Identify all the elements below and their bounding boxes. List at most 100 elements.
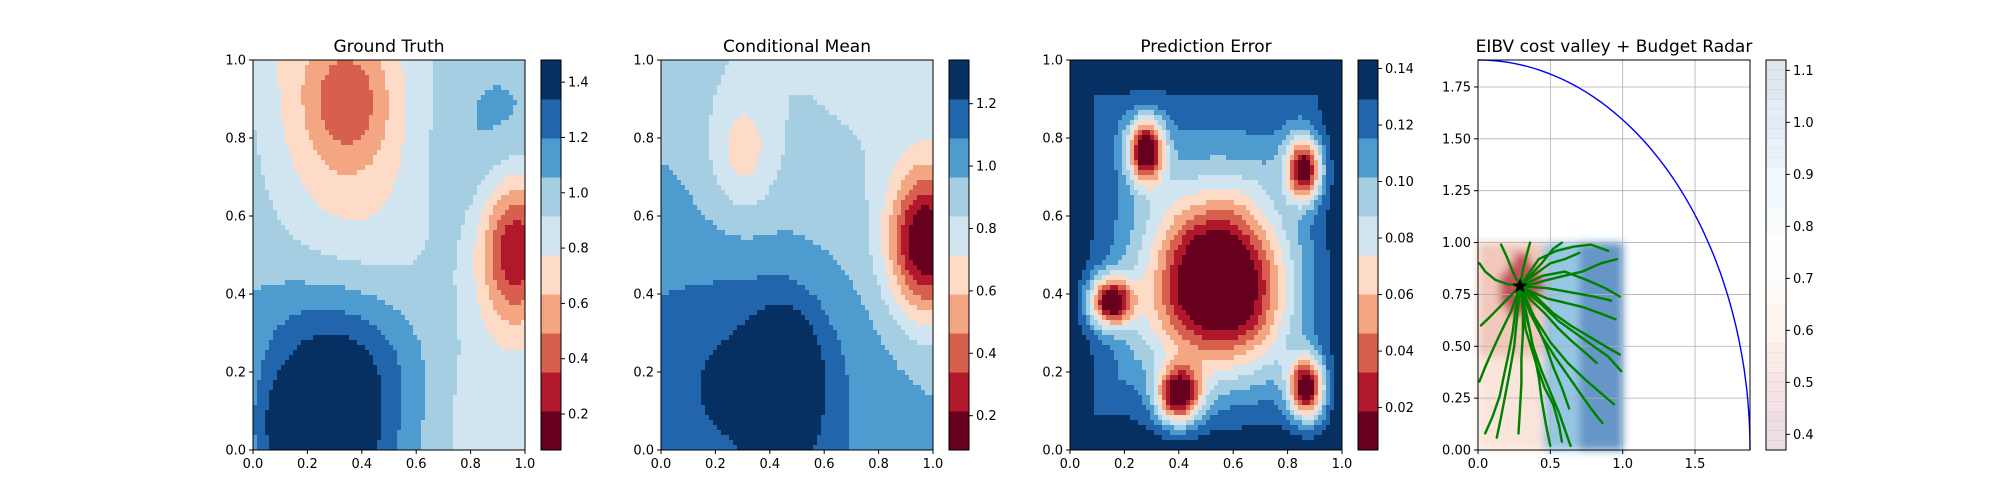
- ground-truth-cell: [409, 375, 414, 381]
- ground-truth-cell: [293, 135, 298, 141]
- ground-truth-cell: [421, 180, 426, 186]
- ground-truth-cell: [373, 220, 378, 226]
- ground-truth-cell: [385, 355, 390, 361]
- ground-truth-cell: [285, 350, 290, 356]
- ground-truth-cell: [341, 330, 346, 336]
- ground-truth-cell: [445, 235, 450, 241]
- ground-truth-cell: [361, 185, 366, 191]
- ground-truth-cell: [477, 150, 482, 156]
- ground-truth-cell: [453, 410, 458, 416]
- ground-truth-cell: [289, 195, 294, 201]
- ground-truth-cell: [409, 275, 414, 281]
- ground-truth-cell: [517, 340, 522, 346]
- ground-truth-cell: [465, 345, 470, 351]
- ground-truth-cell: [353, 405, 358, 411]
- ground-truth-cell: [437, 80, 442, 86]
- ground-truth-cell: [381, 135, 386, 141]
- ground-truth-cell: [281, 65, 286, 71]
- ground-truth-cell: [401, 105, 406, 111]
- ground-truth-cell: [293, 380, 298, 386]
- ground-truth-cell: [469, 240, 474, 246]
- ground-truth-cell: [361, 375, 366, 381]
- ground-truth-cell: [273, 90, 278, 96]
- ground-truth-cell: [305, 80, 310, 86]
- ground-truth-cell: [313, 405, 318, 411]
- ground-truth-cell: [369, 70, 374, 76]
- ground-truth-cell: [417, 150, 422, 156]
- ground-truth-cell: [401, 260, 406, 266]
- ground-truth-cell: [361, 135, 366, 141]
- ground-truth-cell: [393, 305, 398, 311]
- ground-truth-cell: [257, 195, 262, 201]
- ground-truth-cell: [413, 365, 418, 371]
- ground-truth-cell: [497, 70, 502, 76]
- ground-truth-cell: [349, 340, 354, 346]
- ground-truth-cell: [293, 245, 298, 251]
- ground-truth-cell: [305, 400, 310, 406]
- ground-truth-cell: [429, 245, 434, 251]
- ground-truth-cell: [317, 185, 322, 191]
- ground-truth-cell: [461, 345, 466, 351]
- ground-truth-cell: [477, 255, 482, 261]
- ground-truth-cell: [493, 230, 498, 236]
- ground-truth-cell: [501, 150, 506, 156]
- ground-truth-cell: [269, 175, 274, 181]
- ground-truth-cell: [433, 375, 438, 381]
- ground-truth-cell: [373, 130, 378, 136]
- ground-truth-cell: [405, 175, 410, 181]
- ground-truth-cell: [365, 375, 370, 381]
- ground-truth-cell: [521, 105, 525, 111]
- ground-truth-cell: [485, 300, 490, 306]
- ground-truth-cell: [461, 310, 466, 316]
- ground-truth-cell: [481, 420, 486, 426]
- ground-truth-cell: [345, 215, 350, 221]
- ground-truth-cell: [385, 420, 390, 426]
- ground-truth-cell: [261, 335, 266, 341]
- ground-truth-cell: [293, 60, 298, 66]
- ground-truth-cell: [473, 340, 478, 346]
- ground-truth-cell: [441, 285, 446, 291]
- ground-truth-cell: [297, 255, 302, 261]
- ground-truth-cell: [505, 160, 510, 166]
- ground-truth-cell: [277, 95, 282, 101]
- ground-truth-cell: [373, 240, 378, 246]
- ground-truth-cell: [397, 80, 402, 86]
- ground-truth-cell: [513, 375, 518, 381]
- ground-truth-cell: [345, 250, 350, 256]
- ground-truth-cell: [437, 390, 442, 396]
- ground-truth-cell: [309, 390, 314, 396]
- ground-truth-cell: [277, 410, 282, 416]
- ground-truth-cell: [441, 145, 446, 151]
- ground-truth-cell: [289, 60, 294, 66]
- ground-truth-cell: [381, 380, 386, 386]
- ground-truth-cell: [485, 320, 490, 326]
- ground-truth-cell: [485, 400, 490, 406]
- ground-truth-cell: [413, 130, 418, 136]
- ground-truth-cell: [389, 165, 394, 171]
- ground-truth-cell: [401, 295, 406, 301]
- ground-truth-cell: [477, 130, 482, 136]
- ground-truth-cell: [305, 210, 310, 216]
- ground-truth-cell: [337, 190, 342, 196]
- ground-truth-cell: [277, 370, 282, 376]
- ground-truth-cell: [285, 425, 290, 431]
- ground-truth-cell: [473, 325, 478, 331]
- ground-truth-cell: [421, 420, 426, 426]
- ground-truth-cell: [329, 420, 334, 426]
- ground-truth-cell: [477, 140, 482, 146]
- ground-truth-cell: [485, 380, 490, 386]
- ground-truth-cell: [329, 150, 334, 156]
- ground-truth-cell: [485, 345, 490, 351]
- ground-truth-cell: [421, 145, 426, 151]
- ground-truth-cell: [273, 385, 278, 391]
- ground-truth-cell: [469, 290, 474, 296]
- ground-truth-cell: [425, 60, 430, 66]
- ground-truth-cell: [429, 190, 434, 196]
- ground-truth-cell: [313, 135, 318, 141]
- ground-truth-cell: [449, 230, 454, 236]
- ground-truth-cell: [469, 65, 474, 71]
- ground-truth-cell: [425, 265, 430, 271]
- ground-truth-cell: [433, 365, 438, 371]
- ground-truth-cell: [361, 260, 366, 266]
- ground-truth-cell: [341, 355, 346, 361]
